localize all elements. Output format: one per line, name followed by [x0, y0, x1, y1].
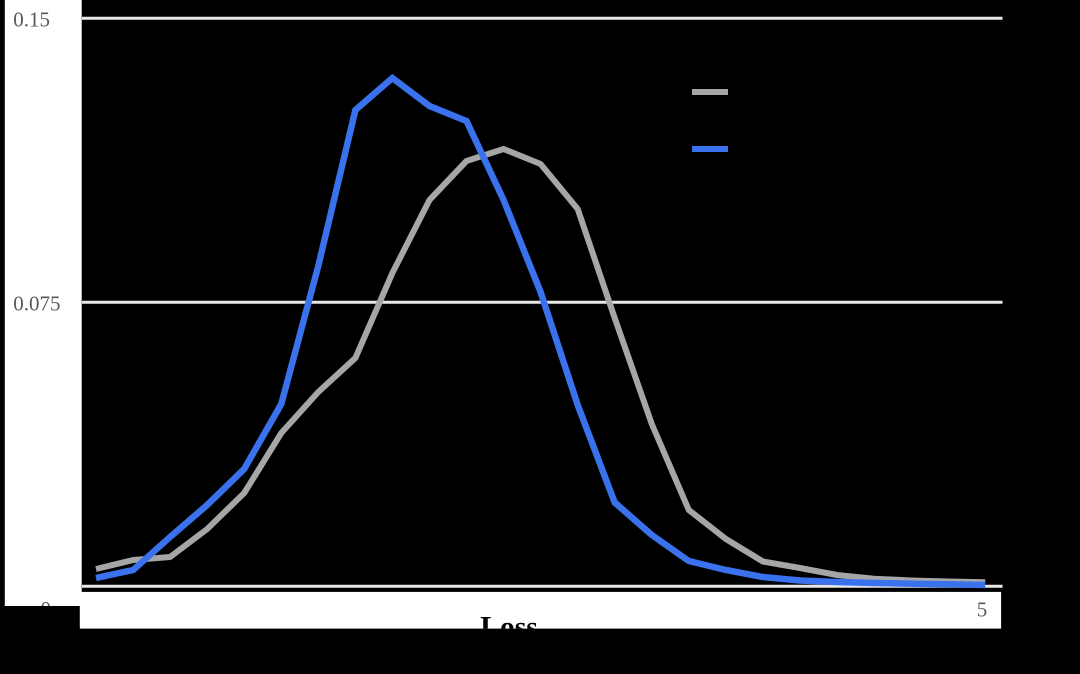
svg-text:Loss: Loss	[480, 612, 537, 644]
svg-text:0.075: 0.075	[13, 291, 60, 315]
svg-text:0: 0	[41, 597, 52, 621]
svg-text:5: 5	[977, 598, 988, 622]
svg-text:0.15: 0.15	[13, 7, 50, 31]
